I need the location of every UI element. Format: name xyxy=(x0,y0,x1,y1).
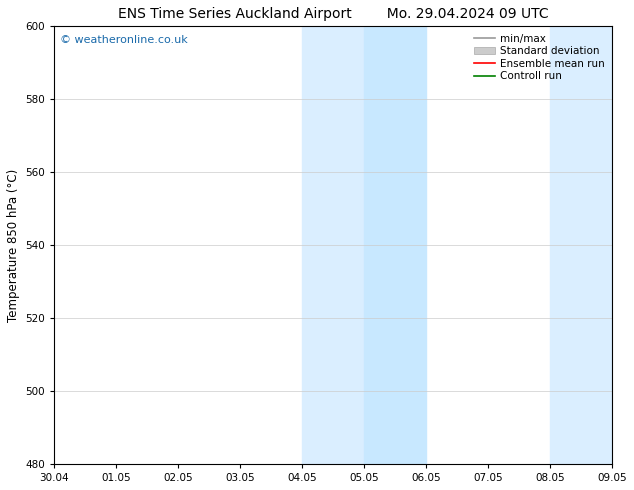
Bar xyxy=(550,26,612,464)
Text: © weatheronline.co.uk: © weatheronline.co.uk xyxy=(60,35,188,45)
Y-axis label: Temperature 850 hPa (°C): Temperature 850 hPa (°C) xyxy=(7,169,20,322)
Bar xyxy=(365,26,426,464)
Title: ENS Time Series Auckland Airport        Mo. 29.04.2024 09 UTC: ENS Time Series Auckland Airport Mo. 29.… xyxy=(118,7,548,21)
Bar xyxy=(302,26,365,464)
Legend: min/max, Standard deviation, Ensemble mean run, Controll run: min/max, Standard deviation, Ensemble me… xyxy=(470,29,609,86)
Bar xyxy=(612,26,634,464)
